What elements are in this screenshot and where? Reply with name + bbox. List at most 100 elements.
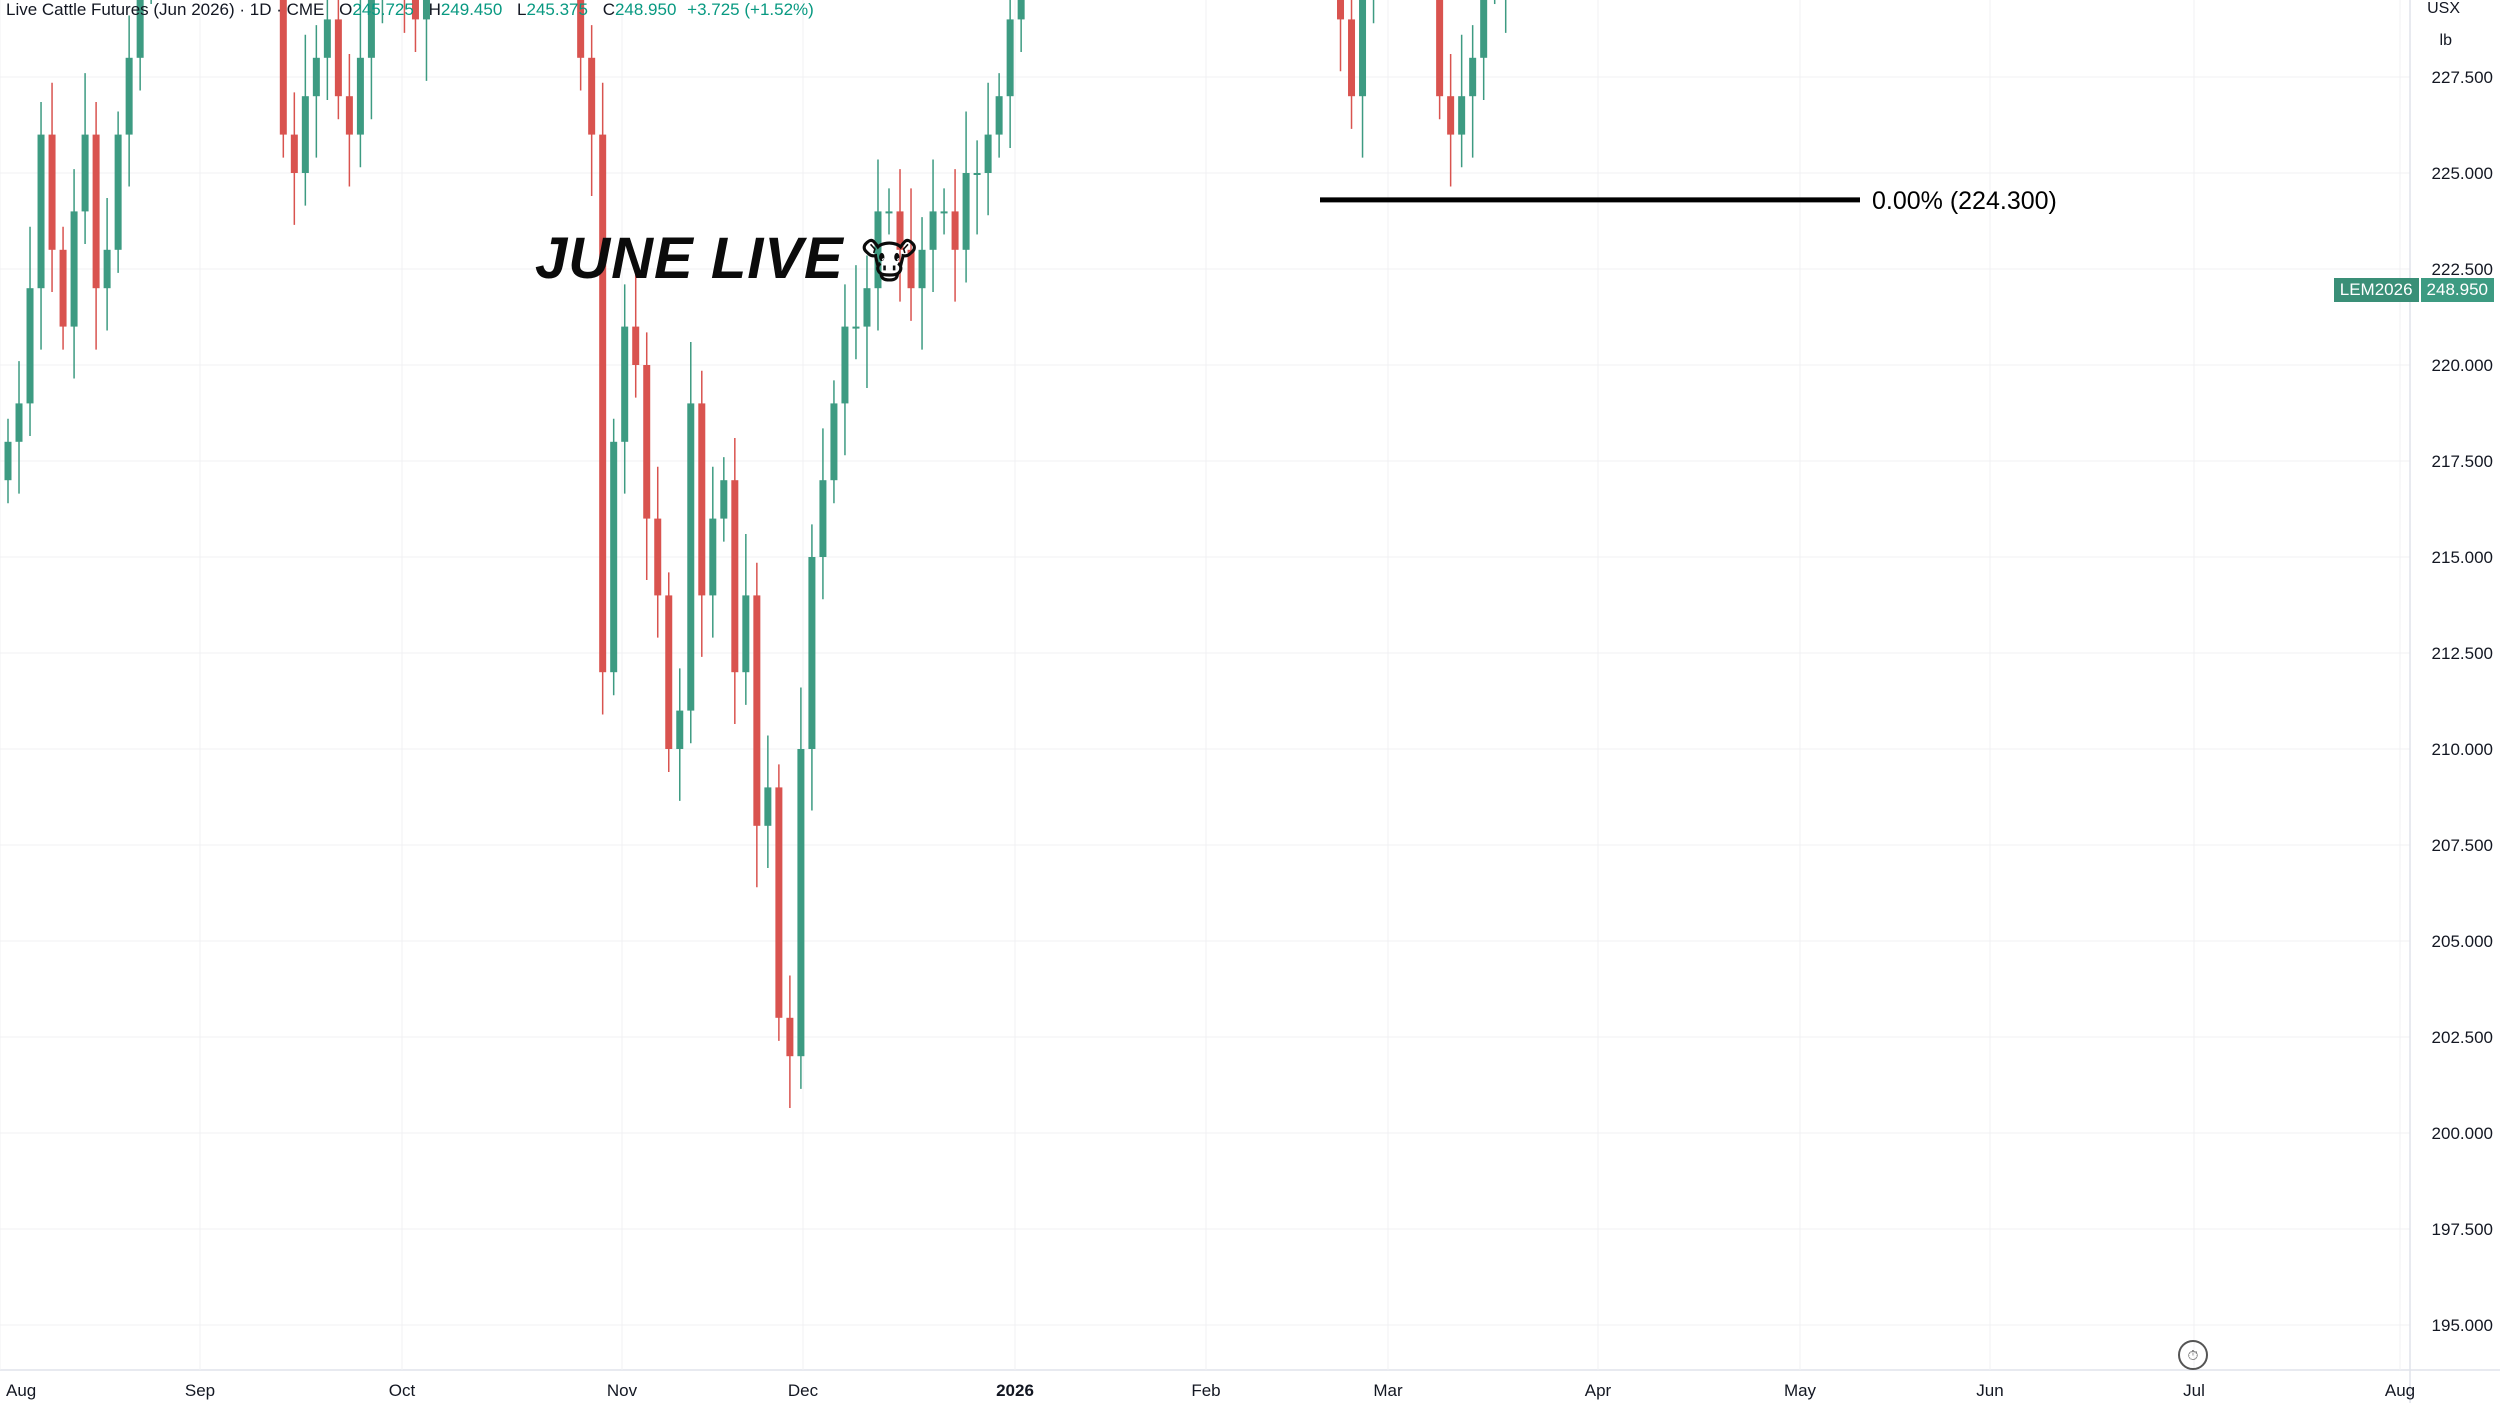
candle-body — [356, 57, 364, 135]
candle-body — [973, 173, 981, 175]
candle-body — [301, 96, 309, 173]
candle-body — [698, 403, 706, 596]
candle-body — [742, 595, 750, 673]
candle-body — [1359, 0, 1367, 97]
high-value: 249.450 — [440, 0, 503, 19]
candle-body — [984, 134, 992, 173]
x-tick-label: Jun — [1976, 1381, 2003, 1400]
candle-body — [632, 326, 640, 365]
candle-body — [654, 518, 662, 596]
x-tick-label: Nov — [607, 1381, 638, 1400]
candle-body — [1337, 0, 1345, 20]
price-axis[interactable]: 195.000 197.500 200.000 202.500 205.000 207.5… — [2432, 0, 2493, 1335]
close-label: C — [602, 0, 615, 19]
y-tick-label: 197.500 — [2432, 1220, 2493, 1239]
x-tick-label: Mar — [1373, 1381, 1403, 1400]
candle-body — [951, 211, 959, 250]
candle-body — [797, 749, 805, 1057]
y-tick-label: 200.000 — [2432, 1124, 2493, 1143]
candle-body — [676, 710, 684, 749]
close-value: 248.950 — [614, 0, 677, 19]
candle-body — [830, 403, 838, 481]
candle-body — [279, 0, 287, 135]
candle-body — [610, 441, 618, 673]
candle-body — [1447, 96, 1455, 135]
annotation-title: JUNE LIVE — [535, 226, 844, 291]
x-tick-label: May — [1784, 1381, 1817, 1400]
price-tag-value: 248.950 — [2420, 278, 2494, 302]
candle-body — [720, 480, 728, 519]
candle-body — [15, 403, 23, 442]
fib-label: 0.00% (224.300) — [1872, 187, 2057, 215]
candle-body — [896, 211, 904, 250]
candle-body — [874, 211, 882, 289]
candle-body — [599, 134, 607, 673]
y-tick-label: 222.500 — [2432, 260, 2493, 279]
candle-body — [1348, 19, 1356, 97]
candle-body — [312, 57, 320, 97]
candle-body — [92, 134, 100, 289]
candle-body — [863, 288, 871, 327]
chart-annotation: JUNE LIVE 🐮 — [535, 225, 919, 292]
candle-body — [114, 134, 122, 250]
candle-body — [345, 96, 353, 135]
candle-body — [1458, 96, 1466, 135]
candle-body — [962, 173, 970, 250]
candle-body — [411, 0, 419, 20]
x-tick-label: Sep — [185, 1381, 215, 1400]
y-tick-label: 207.500 — [2432, 836, 2493, 855]
candle-body — [665, 595, 673, 749]
candle-body — [940, 211, 948, 214]
price-tag-symbol: LEM2026 — [2333, 278, 2419, 302]
candle-body — [81, 134, 89, 212]
y-tick-label: 217.500 — [2432, 452, 2493, 471]
chart-header: Live Cattle Futures (Jun 2026) · 1D · CM… — [6, 0, 814, 20]
open-label: O — [339, 0, 353, 19]
candle-body — [70, 211, 78, 327]
candle-body — [808, 557, 816, 749]
candle-body — [841, 326, 849, 404]
y-tick-label: 195.000 — [2432, 1316, 2493, 1335]
candle-body — [37, 134, 45, 289]
y-tick-label: 225.000 — [2432, 164, 2493, 183]
x-tick-label: Jul — [2183, 1381, 2205, 1400]
clock-icon[interactable]: ⏱ — [2178, 1340, 2208, 1370]
candle-body — [786, 1017, 794, 1057]
last-price-tag: LEM2026 248.950 — [2333, 278, 2494, 302]
candle-body — [59, 249, 67, 327]
y-tick-label: 212.500 — [2432, 644, 2493, 663]
candle-body — [1480, 0, 1488, 58]
candle-body — [819, 480, 827, 557]
time-axis[interactable]: Aug Sep Oct Nov Dec 2026 Feb Mar Apr May Jun Jul Aug — [6, 1381, 2415, 1400]
candle-body — [775, 787, 783, 1018]
candle-body — [577, 0, 585, 58]
x-tick-label: Oct — [389, 1381, 416, 1400]
candle-body — [643, 365, 651, 519]
y-tick-label: 220.000 — [2432, 356, 2493, 375]
x-tick-label: Aug — [6, 1381, 36, 1400]
currency-label: USX — [2427, 0, 2460, 17]
candle-body — [334, 19, 342, 97]
candle-body — [1436, 0, 1444, 97]
candle-body — [995, 96, 1003, 135]
high-label: H — [428, 0, 441, 19]
candle-body — [852, 326, 860, 329]
candles — [4, 0, 1507, 1109]
candle-body — [709, 518, 717, 596]
candle-body — [422, 0, 430, 20]
candle-body — [764, 787, 772, 826]
candle-body — [367, 0, 375, 58]
low-label: L — [517, 0, 527, 19]
candle-body — [907, 249, 915, 289]
candle-body — [621, 326, 629, 442]
y-tick-label: 202.500 — [2432, 1028, 2493, 1047]
symbol-title: Live Cattle Futures (Jun 2026) · 1D · CM… — [6, 0, 325, 19]
candle-body — [125, 57, 133, 135]
candle-body — [323, 19, 331, 58]
unit-label: lb — [2439, 32, 2452, 49]
candle-body — [290, 134, 298, 173]
x-tick-label: 2026 — [996, 1381, 1034, 1400]
y-tick-label: 227.500 — [2432, 68, 2493, 87]
